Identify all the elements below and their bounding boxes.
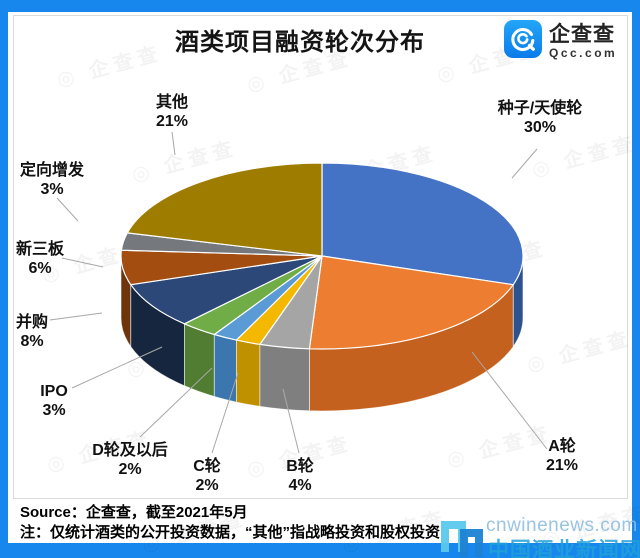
leader-line [71,346,163,389]
pie-slice-并购 [130,255,323,325]
site-watermark-logo-icon [440,512,486,558]
slice-label-新三板: 新三板 6% [15,241,64,277]
slice-label-D轮及以后: D轮及以后 2% [92,442,168,478]
pie-side-faces [120,255,524,412]
leader-line [471,351,548,450]
site-watermark-name: 中国酒业新闻网 [488,539,640,558]
qcc-logo-domain: Qcc.com [549,46,618,60]
slice-label-种子/天使轮: 种子/天使轮 30% [497,100,583,136]
leader-line [282,388,300,454]
page-title: 酒类项目融资轮次分布 [175,29,425,56]
label-leader-lines [49,131,548,454]
qcc-logo-name: 企查查 [549,23,615,46]
leader-line [139,367,213,438]
qcc-logo: 企查查 Qcc.com [504,20,617,63]
pie-top-faces [120,162,524,350]
qcc-logo-icon [504,20,542,63]
qcc-logo-text: 企查查 Qcc.com [549,23,617,60]
chart-area-border [13,15,628,499]
slice-label-IPO: IPO 3% [40,383,68,419]
pie-slice-side [259,343,310,412]
slice-label-B轮: B轮 4% [286,458,314,494]
slice-label-定向增发: 定向增发 3% [19,162,84,198]
slice-label-C轮: C轮 2% [193,458,221,494]
slice-label-并购: 并购 8% [15,314,48,350]
slice-label-A轮: A轮 21% [545,438,579,474]
pie-slice-side [184,323,215,398]
leader-line [56,197,79,222]
leader-line [61,257,104,268]
site-watermark-url: cnwinenews.com [486,515,638,536]
source-line: Source：企查查，截至2021年5月 [20,504,248,521]
pie-slice-side [213,333,237,403]
pie-slice-种子/天使轮 [321,162,524,286]
leader-line [171,131,176,156]
leader-line [49,312,103,321]
note-line: 注：仅统计酒类的公开投资数据，“其他”指战略投资和股权投资 [20,524,441,541]
leader-line [511,148,538,179]
slice-label-其他: 其他 21% [155,94,189,130]
pie-slice-A轮 [308,255,514,350]
pie-slice-side [236,339,261,407]
leader-line [211,372,239,454]
site-watermark: cnwinenews.com 中国酒业新闻网 [440,504,640,558]
pie-slice-其他 [126,162,323,257]
